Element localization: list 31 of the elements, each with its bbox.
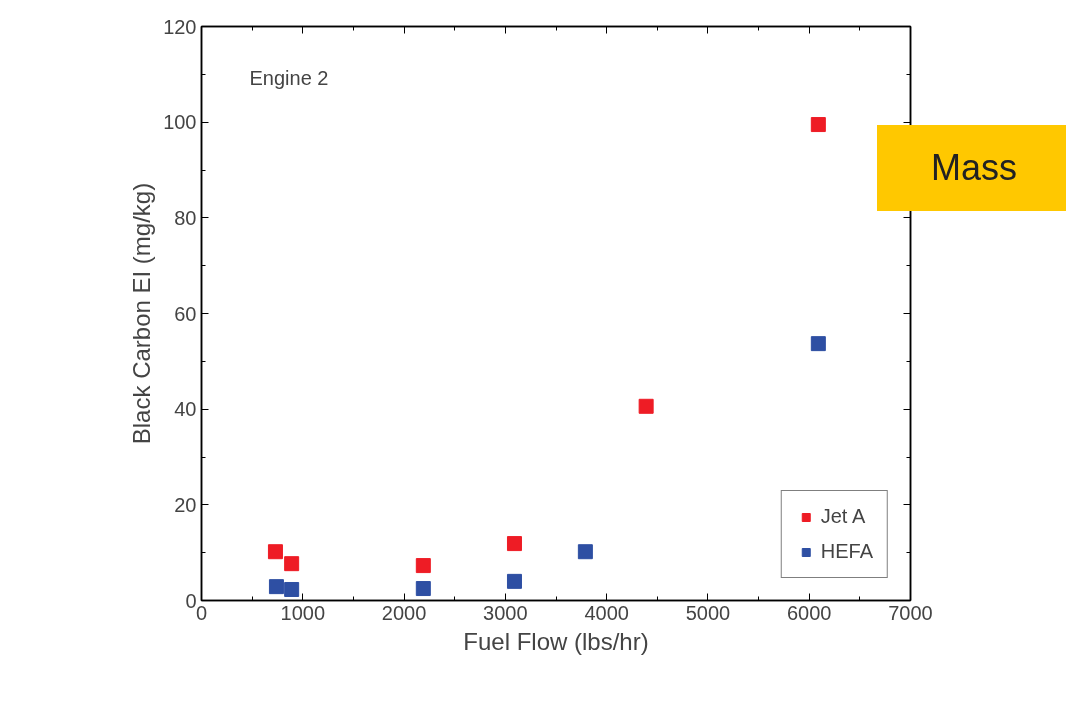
x-tick-label: 3000 [483, 601, 528, 624]
point [577, 544, 593, 560]
point [810, 336, 826, 352]
y-tick-label: 120 [163, 15, 197, 38]
point [268, 579, 284, 595]
y-tick-label: 20 [174, 493, 197, 516]
y-axis-title: Black Carbon EI (mg/kg) [128, 182, 156, 445]
y-tick-label: 60 [174, 302, 197, 325]
legend-label: Jet A [820, 505, 866, 528]
x-tick-label: 2000 [381, 601, 427, 624]
y-tick-label: 100 [163, 111, 197, 134]
point [810, 117, 826, 133]
y-tick-label: 80 [174, 206, 197, 229]
x-axis-title: Fuel Flow (lbs/hr) [463, 627, 649, 655]
x-tick-label: 7000 [888, 601, 933, 624]
x-tick-label: 5000 [685, 601, 731, 624]
text: Mass [930, 146, 1017, 191]
legend-label: HEFA [820, 540, 873, 563]
point [506, 573, 522, 589]
point [267, 544, 283, 560]
x-tick-label: 1000 [280, 601, 326, 624]
x-tick-label: 4000 [584, 601, 629, 624]
point [284, 556, 300, 572]
point [638, 398, 654, 414]
point [415, 558, 431, 574]
x-tick-label: 6000 [786, 601, 832, 624]
point [415, 581, 431, 597]
point [284, 582, 300, 597]
point [506, 536, 522, 552]
y-tick-label: 40 [174, 398, 197, 421]
annotation: Engine 2 [249, 66, 329, 89]
